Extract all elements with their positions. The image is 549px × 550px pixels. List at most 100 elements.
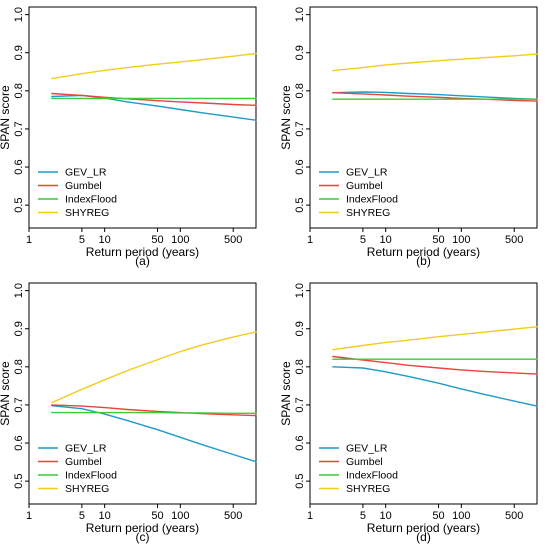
y-tick-label: 1.0 (294, 283, 306, 298)
legend-label: GEV_LR (65, 443, 107, 455)
chart-panel-1: 0.5 0.6 0.7 0.8 0.9 1.0 1 5 10 50 100 500 Return per… (0, 6, 257, 268)
x-tick-label: 10 (99, 510, 111, 522)
x-tick-label: 5 (360, 234, 366, 246)
y-axis-label: SPAN score (279, 361, 293, 426)
series-line-shyreg (51, 52, 257, 80)
x-axis-label: Return period (years) (86, 245, 199, 259)
y-tick-label: 0.9 (13, 45, 25, 60)
legend-label: IndexFlood (65, 470, 117, 482)
panel-label: (a) (135, 254, 150, 268)
y-tick-label: 1.0 (13, 283, 25, 298)
y-tick-label: 0.5 (13, 197, 25, 212)
x-tick-label: 10 (99, 234, 111, 246)
legend-label: IndexFlood (65, 194, 117, 206)
y-tick-label: 0.6 (294, 159, 306, 174)
x-tick-label: 500 (505, 510, 523, 522)
y-tick-label: 0.6 (294, 435, 306, 450)
x-tick-label: 50 (151, 510, 163, 522)
x-tick-label: 1 (307, 510, 313, 522)
legend-label: SHYREG (346, 483, 390, 495)
x-tick-label: 10 (380, 234, 392, 246)
series-line-gumbel (51, 92, 257, 107)
legend-label: SHYREG (65, 207, 109, 219)
y-tick-label: 1.0 (294, 7, 306, 22)
y-axis-label: SPAN score (0, 361, 12, 426)
y-axis-label: SPAN score (279, 85, 293, 150)
x-tick-label: 500 (505, 234, 523, 246)
x-tick-label: 1 (307, 234, 313, 246)
x-axis-label: Return period (years) (86, 521, 199, 535)
x-axis-label: Return period (years) (367, 521, 480, 535)
series-line-gumbel (332, 91, 538, 102)
y-tick-label: 0.6 (13, 159, 25, 174)
y-tick-label: 0.9 (294, 45, 306, 60)
legend-label: SHYREG (65, 483, 109, 495)
legend-label: GEV_LR (65, 167, 107, 179)
x-tick-label: 500 (224, 510, 242, 522)
series-line-gev-lr (332, 91, 538, 100)
y-tick-label: 0.7 (13, 121, 25, 136)
y-tick-label: 1.0 (13, 7, 25, 22)
series-line-gev-lr (332, 366, 538, 407)
x-tick-label: 500 (224, 234, 242, 246)
y-tick-label: 0.7 (294, 397, 306, 412)
x-axis-label: Return period (years) (367, 245, 480, 259)
legend-label: GEV_LR (346, 443, 388, 455)
legend-label: Gumbel (65, 180, 102, 192)
series-line-shyreg (332, 326, 538, 351)
y-tick-label: 0.5 (13, 473, 25, 488)
legend-label: SHYREG (346, 207, 390, 219)
x-tick-label: 100 (171, 234, 189, 246)
series-line-gev-lr (51, 405, 257, 463)
legend-label: Gumbel (346, 456, 383, 468)
x-tick-label: 50 (432, 234, 444, 246)
y-tick-label: 0.8 (13, 359, 25, 374)
series-line-indexflood (51, 411, 257, 414)
panel-label: (c) (136, 530, 150, 544)
x-tick-label: 100 (452, 510, 470, 522)
x-tick-label: 5 (79, 510, 85, 522)
legend-label: IndexFlood (346, 470, 398, 482)
chart-panel-3: 0.5 0.6 0.7 0.8 0.9 1.0 1 5 10 50 100 500 Return per… (0, 282, 257, 544)
y-tick-label: 0.5 (294, 197, 306, 212)
legend-label: GEV_LR (346, 167, 388, 179)
series-line-shyreg (332, 53, 538, 72)
plot-frame (309, 282, 538, 505)
panel-label: (b) (416, 254, 431, 268)
y-tick-label: 0.8 (294, 83, 306, 98)
legend-label: Gumbel (346, 180, 383, 192)
y-tick-label: 0.7 (13, 397, 25, 412)
x-tick-label: 5 (79, 234, 85, 246)
y-tick-label: 0.6 (13, 435, 25, 450)
y-tick-label: 0.8 (294, 359, 306, 374)
x-tick-label: 1 (26, 234, 32, 246)
chart-panel-4: 0.5 0.6 0.7 0.8 0.9 1.0 1 5 10 50 100 500 Return per… (279, 282, 538, 544)
plot-frame (28, 6, 257, 229)
series-line-shyreg (51, 331, 257, 404)
panel-label: (d) (416, 530, 431, 544)
y-tick-label: 0.9 (294, 321, 306, 336)
x-tick-label: 50 (151, 234, 163, 246)
x-tick-label: 5 (360, 510, 366, 522)
plot-frame (28, 282, 257, 505)
y-tick-label: 0.8 (13, 83, 25, 98)
y-tick-label: 0.5 (294, 473, 306, 488)
y-tick-label: 0.9 (13, 321, 25, 336)
x-tick-label: 50 (432, 510, 444, 522)
x-tick-label: 10 (380, 510, 392, 522)
x-tick-label: 1 (26, 510, 32, 522)
legend-label: IndexFlood (346, 194, 398, 206)
x-tick-label: 100 (452, 234, 470, 246)
legend-label: Gumbel (65, 456, 102, 468)
x-tick-label: 100 (171, 510, 189, 522)
y-tick-label: 0.7 (294, 121, 306, 136)
plot-frame (309, 6, 538, 229)
series-line-gumbel (51, 404, 257, 417)
chart-panel-2: 0.5 0.6 0.7 0.8 0.9 1.0 1 5 10 50 100 500 Return per… (279, 6, 538, 268)
y-axis-label: SPAN score (0, 85, 12, 150)
